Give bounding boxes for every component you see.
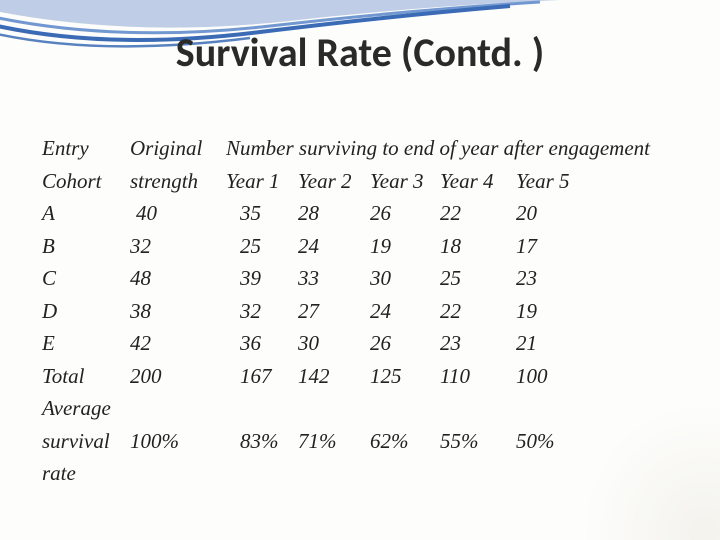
cell-value: 110 (440, 360, 516, 393)
cell-value: 26 (370, 197, 440, 230)
cell-value: 35 (226, 197, 298, 230)
cell-value: 27 (298, 295, 370, 328)
cell-value: 20 (516, 197, 586, 230)
cell-value: 38 (130, 295, 226, 328)
cell-value: 50% (516, 425, 586, 458)
header-year-2: Year 2 (298, 165, 370, 198)
avg-label-1: Average (42, 392, 130, 425)
cell-value: 19 (370, 230, 440, 263)
table-row: D 38 32 27 24 22 19 (42, 295, 682, 328)
table-row: B 32 25 24 19 18 17 (42, 230, 682, 263)
slide-title: Survival Rate (Contd. ) (0, 28, 720, 77)
table-row: A 40 35 28 26 22 20 (42, 197, 682, 230)
avg-row-1: Average (42, 392, 682, 425)
cell-value: 19 (516, 295, 586, 328)
header-year-5: Year 5 (516, 165, 586, 198)
cell-value: 167 (226, 360, 298, 393)
cell-value: 30 (298, 327, 370, 360)
cell-value: 24 (298, 230, 370, 263)
cohort-label: Total (42, 360, 130, 393)
cell-value: 21 (516, 327, 586, 360)
cell-value: 25 (440, 262, 516, 295)
table-row: C 48 39 33 30 25 23 (42, 262, 682, 295)
header-row-1: Entry Original Number surviving to end o… (42, 132, 682, 165)
header-spanner: Number surviving to end of year after en… (226, 132, 682, 165)
avg-row-3: rate (42, 457, 682, 490)
cell-value: 100% (130, 425, 226, 458)
cell-value: 100 (516, 360, 586, 393)
header-cohort: Cohort (42, 165, 130, 198)
cell-value: 32 (130, 230, 226, 263)
header-entry: Entry (42, 132, 130, 165)
cell-value: 22 (440, 295, 516, 328)
cell-value: 71% (298, 425, 370, 458)
header-strength: strength (130, 165, 226, 198)
avg-label-3: rate (42, 457, 130, 490)
cohort-label: E (42, 327, 130, 360)
table-row-total: Total 200 167 142 125 110 100 (42, 360, 682, 393)
cell-value: 18 (440, 230, 516, 263)
table-row: E 42 36 30 26 23 21 (42, 327, 682, 360)
cohort-label: D (42, 295, 130, 328)
cell-value: 28 (298, 197, 370, 230)
header-year-3: Year 3 (370, 165, 440, 198)
cell-value: 125 (370, 360, 440, 393)
header-original: Original (130, 132, 226, 165)
cell-value: 24 (370, 295, 440, 328)
cell-value: 62% (370, 425, 440, 458)
avg-row-2: survival 100% 83% 71% 62% 55% 50% (42, 425, 682, 458)
cell-value: 26 (370, 327, 440, 360)
cell-value: 22 (440, 197, 516, 230)
header-row-2: Cohort strength Year 1 Year 2 Year 3 Yea… (42, 165, 682, 198)
cell-value: 32 (226, 295, 298, 328)
cell-value: 83% (226, 425, 298, 458)
cell-value: 23 (516, 262, 586, 295)
cohort-label: C (42, 262, 130, 295)
avg-label-2: survival (42, 425, 130, 458)
cell-value: 42 (130, 327, 226, 360)
cell-value: 39 (226, 262, 298, 295)
cell-value: 23 (440, 327, 516, 360)
table-content: Entry Original Number surviving to end o… (42, 132, 682, 490)
cell-value: 48 (130, 262, 226, 295)
cell-value: 40 (130, 197, 226, 230)
cell-value: 200 (130, 360, 226, 393)
cohort-label: A (42, 197, 130, 230)
header-year-4: Year 4 (440, 165, 516, 198)
cell-value: 17 (516, 230, 586, 263)
cell-value: 25 (226, 230, 298, 263)
cell-value: 55% (440, 425, 516, 458)
cohort-label: B (42, 230, 130, 263)
cell-value: 36 (226, 327, 298, 360)
cell-value: 33 (298, 262, 370, 295)
cell-value: 142 (298, 360, 370, 393)
header-year-1: Year 1 (226, 165, 298, 198)
cell-value: 30 (370, 262, 440, 295)
